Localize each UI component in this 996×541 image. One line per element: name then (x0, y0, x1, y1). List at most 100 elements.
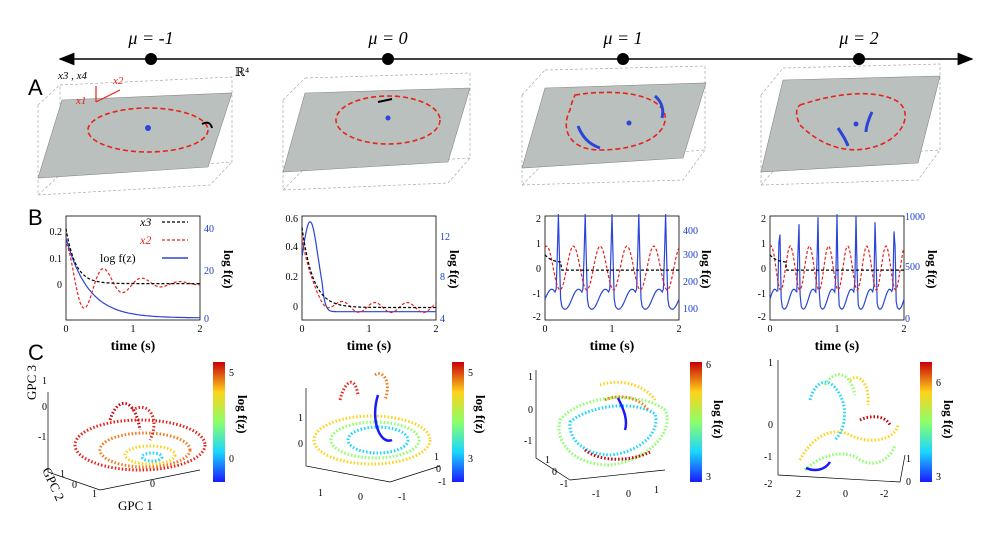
colorbar-tick: 3 (936, 472, 941, 483)
plane (37, 92, 233, 179)
left-tick: 0.1 (50, 254, 63, 265)
colorbar (920, 362, 932, 482)
series-logf-line (544, 214, 680, 310)
gpc-panel: 1 0 1 0 -1 1 0 -1 5 3 log f(z) (298, 362, 488, 503)
mu-point (382, 53, 394, 65)
series-x2-line (301, 237, 437, 314)
row-label-b: B (28, 205, 43, 230)
axis-tick: 0 (626, 489, 631, 500)
colorbar (452, 362, 464, 482)
axis-x1: x1 (75, 95, 86, 107)
x-tick: 1 (610, 324, 615, 335)
fixed-point (145, 125, 151, 131)
axis-x2: x2 (112, 75, 124, 87)
axis-label-gpc3: GPC 3 (24, 365, 39, 400)
plane (282, 87, 471, 173)
x-axis-label: time (s) (590, 339, 635, 354)
axis-tick: 1 (906, 454, 911, 465)
x-tick: 0 (768, 324, 773, 335)
colorbar-label: log f(z) (941, 400, 956, 439)
limit-cycle (565, 91, 666, 151)
axis-tick: -1 (592, 489, 600, 500)
left-tick: 0 (293, 302, 298, 313)
axis-tick: 0 (528, 405, 533, 416)
colorbar (690, 362, 702, 482)
colorbar-tick: 5 (229, 368, 234, 379)
timeseries-panel: 0.6 0.4 0.2 0 12 8 4 0 1 2 time (s) log … (286, 214, 463, 354)
axis-tick: -1 (398, 492, 406, 503)
x-tick: 0 (543, 324, 548, 335)
axis-label-gpc1: GPC 1 (118, 498, 153, 513)
legend-x3: x3 (139, 215, 151, 229)
mu-point (853, 53, 865, 65)
right-tick: 12 (440, 232, 450, 243)
row-b: 0.2 0.1 0 40 20 0 0 1 2 time (s) x3 x2 l… (50, 212, 941, 354)
gpc-trajectory (798, 373, 900, 472)
colorbar-tick: 5 (468, 368, 473, 379)
right-tick: 400 (683, 226, 698, 237)
left-tick: 2 (761, 214, 766, 225)
fixed-point (626, 120, 632, 126)
plane (760, 75, 941, 173)
axis-tick: 0 (436, 464, 441, 475)
right-axis-label: log f(z) (699, 250, 714, 289)
series-x3-line (769, 254, 904, 271)
gpc-trajectory (73, 401, 207, 472)
axis-tick: 1 (545, 455, 550, 466)
mu-label: μ = -1 (127, 28, 173, 48)
colorbar-tick: 6 (936, 378, 941, 389)
x-axis-label: time (s) (347, 339, 392, 354)
left-tick: -1 (533, 289, 541, 300)
right-tick: 20 (204, 266, 214, 277)
mu-label: μ = 0 (367, 28, 407, 48)
x-tick: 2 (198, 324, 203, 335)
series-logf-line (65, 237, 200, 319)
axis-tick: -1 (524, 436, 532, 447)
left-tick: -2 (758, 312, 766, 323)
mu-point (145, 53, 157, 65)
colorbar (213, 362, 225, 482)
axis-tick: 1 (434, 452, 439, 463)
row-c: 1 0 -1 1 0 1 0 GPC 3 GPC 2 GPC 1 5 0 log… (24, 358, 956, 513)
series-x3-line (544, 254, 679, 271)
axis-tick: -1 (438, 477, 446, 488)
axis-tick: 1 (318, 488, 323, 499)
axis-tick: 0 (906, 477, 911, 488)
right-axis-label: log f(z) (447, 250, 462, 289)
x-tick: 1 (835, 324, 840, 335)
axis-tick: 0 (843, 489, 848, 500)
axis-tick: 0 (552, 467, 557, 478)
axis-tick: 0 (72, 480, 77, 491)
right-tick: 4 (440, 314, 445, 325)
colorbar-tick: 0 (229, 454, 234, 465)
gpc-panel: 1 0 -1 1 0 1 0 GPC 3 GPC 2 GPC 1 5 0 log… (24, 362, 250, 513)
axis-tick: 1 (42, 376, 47, 387)
gpc-panel: 1 0 -1 1 0 -1 -1 0 1 6 3 log f(z) (524, 360, 726, 500)
gpc-trajectory (557, 380, 669, 467)
timeseries-panel: 2 1 0 -1 -2 400 300 200 100 0 1 2 time (… (533, 214, 714, 354)
axis-tick: 0 (42, 402, 47, 413)
colorbar-tick: 3 (706, 472, 711, 483)
mu-label: μ = 1 (602, 28, 642, 48)
x-tick: 2 (902, 324, 907, 335)
right-tick: 300 (683, 250, 698, 261)
right-axis-label: log f(z) (221, 250, 236, 289)
axis-tick: -2 (880, 489, 888, 500)
right-tick: 1000 (905, 212, 925, 223)
row-a: x3 , x4 x1 x2 ℝ⁴ (37, 63, 941, 196)
left-tick: 0.4 (286, 242, 299, 253)
fixed-point (385, 115, 391, 121)
series-x3-line (65, 228, 200, 285)
series-x2-line (769, 245, 905, 291)
gpc-trajectory (312, 372, 432, 466)
state-space-box: x3 , x4 x1 x2 ℝ⁴ (37, 65, 249, 196)
axis-tick: 0 (150, 479, 155, 490)
axis-x34: x3 , x4 (57, 70, 88, 82)
colorbar-label: log f(z) (235, 395, 250, 434)
gpc-panel: 1 0 -1 -2 2 0 -2 1 0 6 3 log f(z) (764, 358, 956, 500)
limit-cycle (795, 92, 906, 151)
axis-tick: 0 (298, 439, 303, 450)
right-tick: 8 (440, 272, 445, 283)
series-logf-line (769, 214, 905, 310)
